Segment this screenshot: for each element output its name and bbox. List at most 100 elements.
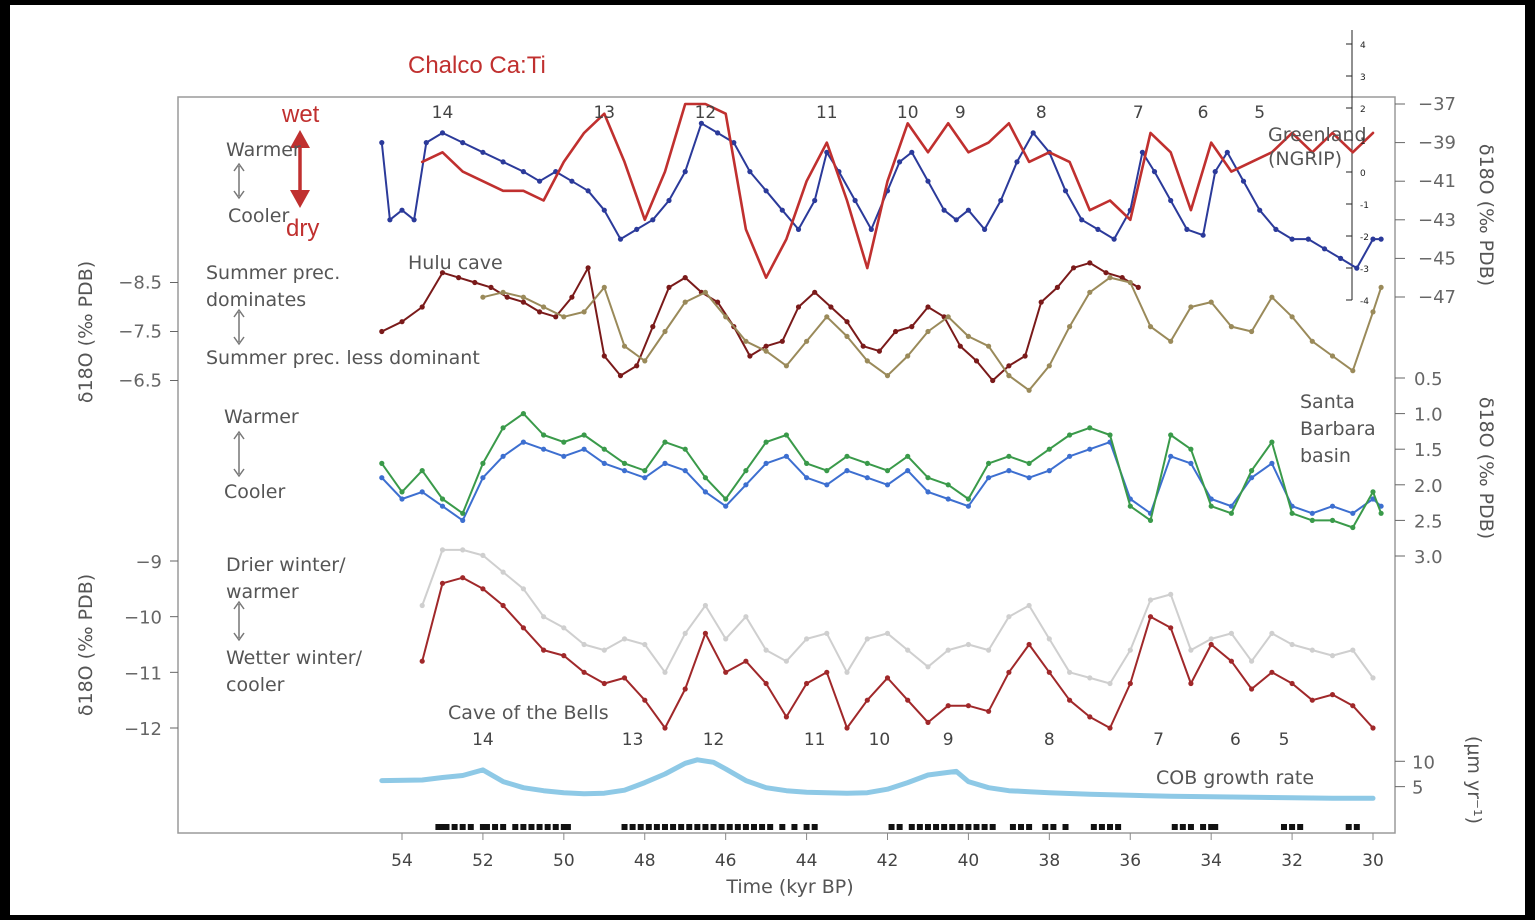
data-point-cave-of-the-bells-0-40 — [1228, 630, 1234, 637]
data-point-santa-barbara-0-33 — [1046, 468, 1052, 474]
data-point-greenland-0-50 — [1151, 169, 1158, 175]
age-control-point-46 — [933, 824, 940, 830]
data-point-greenland-0-61 — [1321, 246, 1328, 252]
data-point-santa-barbara-1-5 — [480, 460, 486, 466]
data-point-santa-barbara-1-39 — [1168, 432, 1174, 438]
data-point-santa-barbara-1-8 — [541, 432, 547, 438]
growth-y-axis-title: (μm yr⁻¹) — [1463, 736, 1485, 824]
data-point-greenland-0-6 — [460, 140, 466, 146]
cob-ytick-label-0: −9 — [135, 552, 162, 573]
mini-axis-tick-label-3: 1 — [1360, 137, 1366, 147]
data-point-cave-of-the-bells-0-25 — [925, 664, 931, 670]
data-point-greenland-0-55 — [1224, 149, 1230, 155]
data-point-greenland-0-47 — [1111, 236, 1117, 242]
x-tick-label-7: 40 — [958, 851, 980, 871]
data-point-santa-barbara-0-10 — [581, 446, 587, 452]
data-point-santa-barbara-0-21 — [804, 475, 810, 481]
data-point-santa-barbara-0-46 — [1309, 510, 1315, 516]
mini-axis-tick-label-1: 3 — [1360, 73, 1366, 83]
data-point-greenland-0-14 — [601, 207, 607, 213]
age-control-point-25 — [678, 824, 685, 830]
data-point-santa-barbara-1-7 — [520, 411, 527, 417]
data-point-cave-of-the-bells-0-15 — [723, 636, 729, 642]
data-point-cave-of-the-bells-0-41 — [1249, 658, 1255, 664]
cob-wetter-line-1: cooler — [226, 674, 285, 696]
data-point-hulu-0-11 — [569, 294, 575, 300]
data-point-santa-barbara-1-15 — [682, 446, 688, 452]
greenland-stadial-number-2: 12 — [695, 103, 717, 123]
data-point-santa-barbara-0-7 — [520, 439, 527, 445]
data-point-santa-barbara-1-33 — [1046, 446, 1052, 452]
data-point-cave-of-the-bells-0-3 — [480, 552, 486, 559]
data-point-santa-barbara-0-1 — [399, 496, 405, 502]
data-point-hulu-0-33 — [925, 304, 931, 310]
data-point-santa-barbara-1-17 — [723, 496, 729, 502]
data-point-cave-of-the-bells-0-43 — [1289, 641, 1295, 648]
data-point-hulu-0-0 — [379, 328, 385, 335]
data-point-cave-of-the-bells-1-42 — [1269, 669, 1275, 675]
age-control-point-48 — [949, 824, 956, 830]
data-point-hulu-1-24 — [965, 333, 972, 339]
data-point-greenland-0-52 — [1184, 226, 1190, 232]
data-point-greenland-0-20 — [698, 120, 705, 126]
data-point-santa-barbara-0-48 — [1350, 510, 1356, 516]
age-control-point-35 — [759, 824, 766, 830]
data-point-hulu-0-46 — [1135, 284, 1141, 290]
age-control-point-55 — [1018, 824, 1025, 830]
data-point-hulu-0-14 — [617, 373, 624, 379]
data-point-cave-of-the-bells-1-19 — [804, 680, 810, 687]
data-point-santa-barbara-0-39 — [1168, 453, 1174, 459]
data-point-hulu-0-26 — [812, 289, 818, 295]
data-point-greenland-0-19 — [682, 169, 688, 175]
data-point-greenland-0-63 — [1354, 265, 1360, 271]
data-point-hulu-1-8 — [642, 358, 648, 364]
cob-drier-line-1: warmer — [226, 581, 299, 603]
data-point-santa-barbara-1-32 — [1026, 460, 1032, 466]
sbb-ytick-label-0: 0.5 — [1414, 369, 1443, 390]
data-point-cave-of-the-bells-1-3 — [480, 586, 486, 592]
data-point-cave-of-the-bells-0-42 — [1269, 630, 1275, 637]
data-point-cave-of-the-bells-0-31 — [1046, 636, 1052, 642]
cob-stadial-number-9: 5 — [1279, 730, 1290, 750]
data-point-greenland-0-13 — [585, 188, 591, 194]
data-point-cave-of-the-bells-0-21 — [844, 669, 850, 675]
data-point-cave-of-the-bells-1-43 — [1289, 680, 1295, 687]
chart-title: Chalco Ca:Ti — [408, 52, 546, 79]
data-point-santa-barbara-0-30 — [986, 475, 992, 481]
cob-growth-rate-label: COB growth rate — [1156, 767, 1314, 789]
data-point-hulu-1-12 — [723, 314, 729, 320]
data-point-greenland-0-27 — [812, 197, 818, 204]
data-point-santa-barbara-0-47 — [1329, 503, 1336, 509]
data-point-hulu-0-28 — [844, 319, 850, 325]
data-point-cave-of-the-bells-1-29 — [1006, 669, 1012, 675]
data-point-hulu-0-27 — [828, 304, 834, 310]
data-point-cave-of-the-bells-0-34 — [1107, 680, 1113, 687]
greenland-stadial-number-4: 10 — [897, 103, 919, 123]
age-control-point-60 — [1090, 824, 1097, 830]
data-point-cave-of-the-bells-0-22 — [864, 636, 870, 642]
sbb-ytick-label-1: 1.0 — [1414, 405, 1443, 426]
age-control-point-41 — [888, 824, 895, 830]
data-point-hulu-1-44 — [1370, 309, 1376, 315]
data-point-greenland-0-44 — [1062, 188, 1069, 194]
data-point-santa-barbara-1-47 — [1329, 517, 1336, 524]
age-control-point-61 — [1098, 824, 1105, 830]
age-control-point-31 — [726, 824, 733, 830]
data-point-hulu-1-28 — [1046, 363, 1052, 369]
data-point-hulu-1-18 — [844, 333, 850, 339]
data-point-santa-barbara-0-12 — [621, 468, 628, 474]
greenland-warmer-label: Warmer — [226, 139, 301, 161]
age-control-point-33 — [742, 824, 749, 830]
cob-stadial-number-8: 6 — [1230, 730, 1241, 750]
age-control-point-42 — [896, 824, 903, 830]
data-point-hulu-0-42 — [1071, 265, 1077, 271]
sbb-y-axis-title: δ18O (‰ PDB) — [1475, 397, 1497, 539]
age-control-point-54 — [1009, 824, 1016, 830]
data-point-cave-of-the-bells-1-45 — [1329, 692, 1336, 698]
cob-updown-arrow-icon — [233, 600, 245, 642]
data-point-greenland-0-26 — [795, 226, 802, 232]
data-point-cave-of-the-bells-0-26 — [945, 647, 951, 653]
data-point-cave-of-the-bells-0-45 — [1329, 653, 1336, 659]
x-tick-label-5: 44 — [796, 851, 818, 871]
data-point-greenland-0-57 — [1257, 207, 1263, 213]
